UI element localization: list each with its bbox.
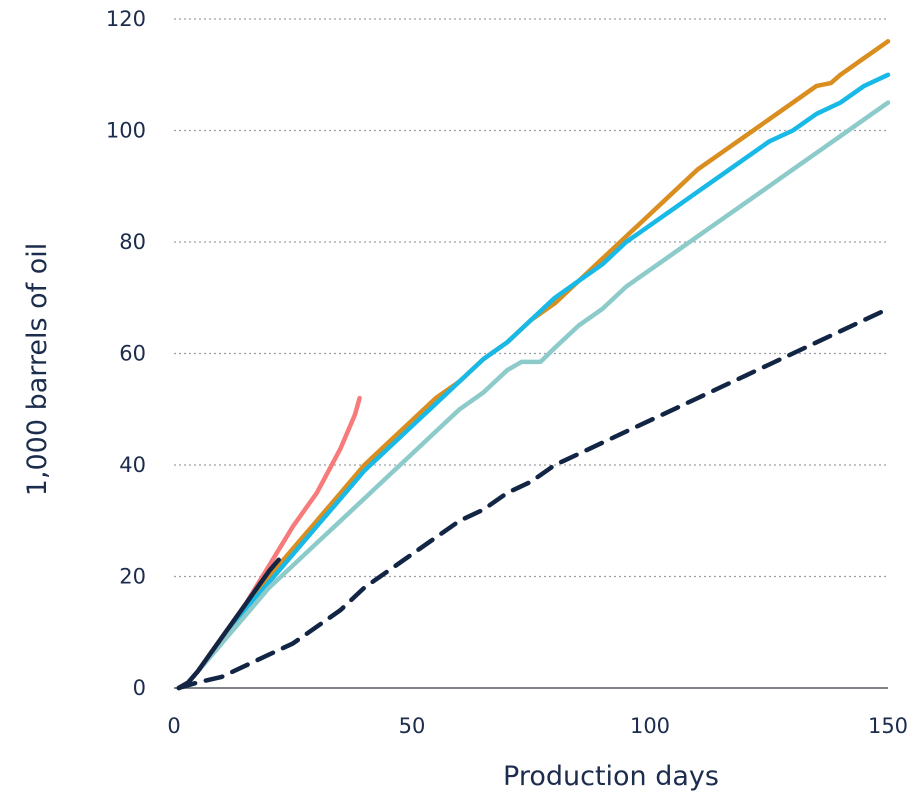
series-line-4 bbox=[176, 395, 362, 691]
series-group bbox=[176, 39, 891, 691]
y-tick-label: 20 bbox=[119, 565, 146, 589]
x-tick-label: 150 bbox=[868, 714, 908, 738]
x-tick-labels: 0 50 100 150 bbox=[167, 714, 908, 738]
y-tick-label: 120 bbox=[106, 7, 146, 31]
x-tick-label: 100 bbox=[630, 714, 670, 738]
x-tick-label: 50 bbox=[399, 714, 426, 738]
x-tick-label: 0 bbox=[167, 714, 180, 738]
y-tick-label: 100 bbox=[106, 119, 146, 143]
series-line-1 bbox=[176, 39, 891, 691]
x-axis-title: Production days bbox=[503, 761, 719, 792]
y-tick-label: 60 bbox=[119, 342, 146, 366]
series-line-2 bbox=[176, 72, 891, 691]
gridlines bbox=[174, 18, 888, 578]
series-line-3 bbox=[176, 100, 891, 691]
series-line-5 bbox=[176, 557, 281, 691]
y-tick-label: 40 bbox=[119, 453, 146, 477]
series-line-6-dashed bbox=[176, 306, 891, 691]
y-axis-title: 1,000 barrels of oil bbox=[22, 243, 53, 497]
y-tick-label: 80 bbox=[119, 230, 146, 254]
y-tick-labels: 0 20 40 60 80 100 120 bbox=[106, 7, 146, 700]
y-tick-label: 0 bbox=[133, 676, 146, 700]
